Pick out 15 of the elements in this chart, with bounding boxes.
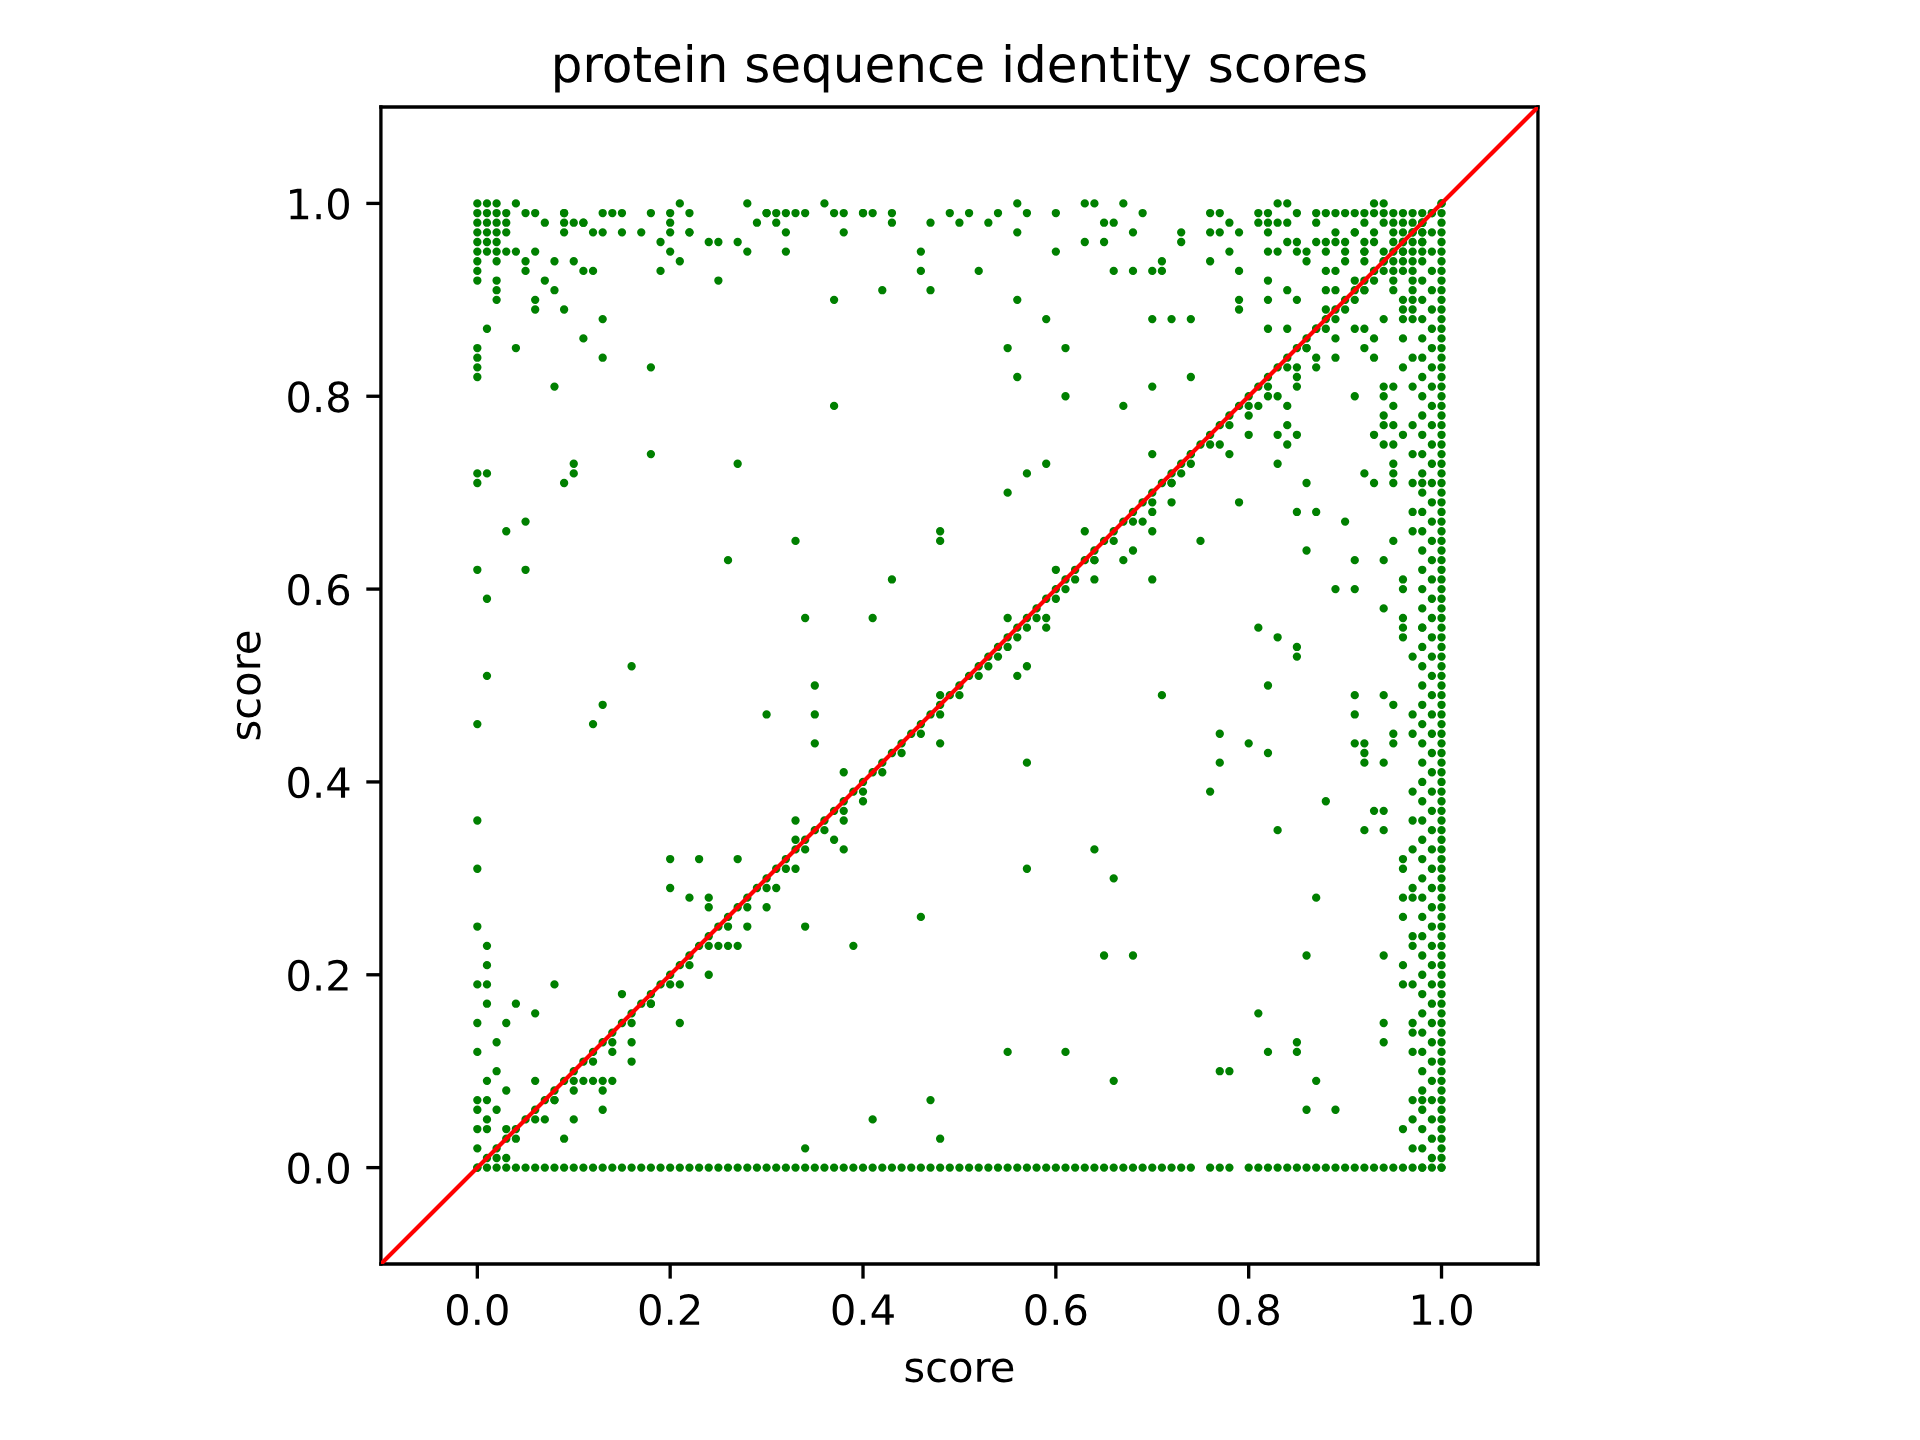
y-axis-title: score <box>236 631 261 740</box>
y-tick-label: 0.6 <box>288 574 350 606</box>
y-tick-label: 0.4 <box>288 766 350 799</box>
x-axis-title: score <box>905 1358 1014 1383</box>
x-tick-label: 0.8 <box>1218 1293 1279 1326</box>
y-tick-label: 0.0 <box>288 1152 349 1185</box>
x-tick-label: 0.6 <box>1025 1293 1087 1326</box>
x-tick-label: 0.4 <box>832 1293 894 1326</box>
y-tick-label: 1.0 <box>290 188 349 220</box>
chart-title: protein sequence identity scores <box>555 44 1366 93</box>
y-tick-label: 0.2 <box>288 959 348 992</box>
x-tick-label: 0.2 <box>639 1293 700 1326</box>
x-tick-label: 1.0 <box>1412 1293 1472 1326</box>
y-tick-label: 0.8 <box>288 381 349 413</box>
x-tick-label: 0.0 <box>446 1293 508 1326</box>
